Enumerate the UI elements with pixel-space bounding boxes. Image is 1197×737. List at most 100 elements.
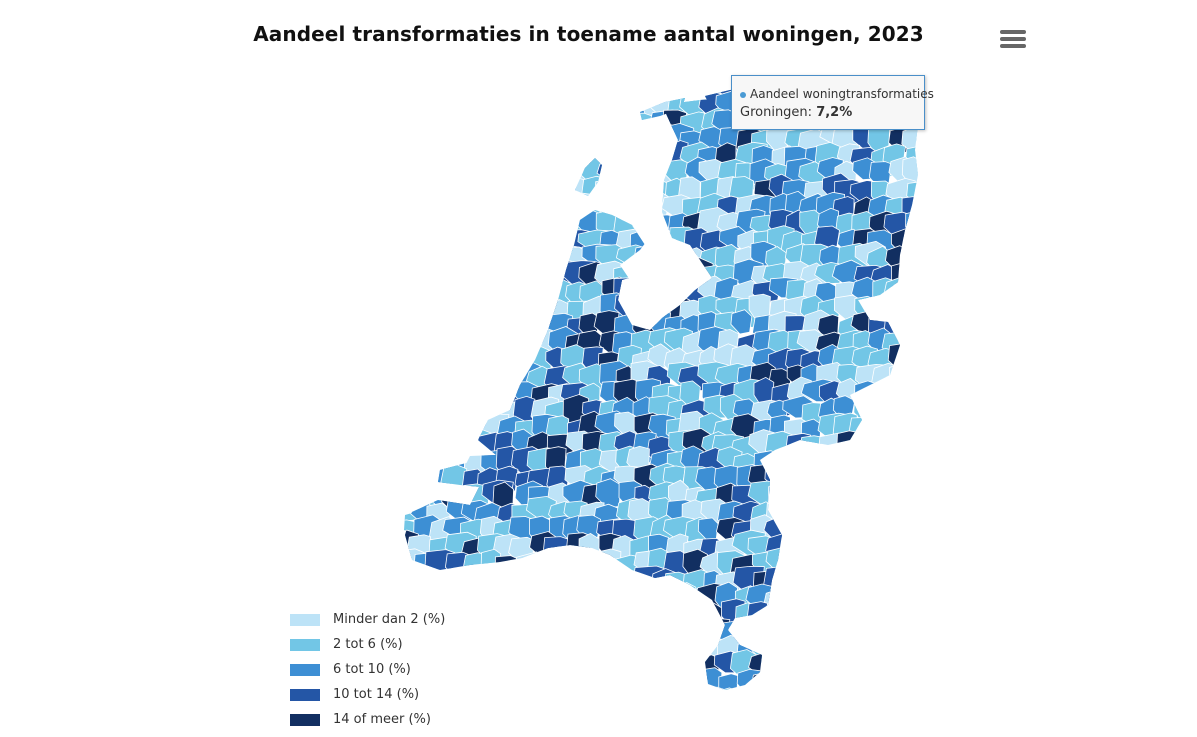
- municipality-region[interactable]: [477, 294, 510, 320]
- municipality-region[interactable]: [922, 482, 945, 505]
- municipality-region[interactable]: [577, 126, 605, 157]
- municipality-region[interactable]: [464, 207, 495, 238]
- municipality-region[interactable]: [730, 309, 753, 335]
- municipality-region[interactable]: [458, 193, 490, 219]
- municipality-region[interactable]: [855, 670, 880, 695]
- municipality-region[interactable]: [495, 346, 519, 370]
- municipality-region[interactable]: [887, 342, 918, 373]
- municipality-region[interactable]: [461, 331, 485, 358]
- municipality-region[interactable]: [408, 447, 432, 474]
- municipality-region[interactable]: [476, 331, 503, 364]
- municipality-region[interactable]: [560, 685, 589, 713]
- municipality-region[interactable]: [917, 447, 937, 480]
- municipality-region[interactable]: [768, 669, 796, 704]
- municipality-region[interactable]: [920, 197, 947, 229]
- municipality-region[interactable]: [425, 433, 457, 462]
- municipality-region[interactable]: [396, 224, 426, 248]
- municipality-region[interactable]: [480, 109, 502, 143]
- municipality-region[interactable]: [413, 262, 440, 291]
- municipality-region[interactable]: [818, 584, 843, 613]
- municipality-region[interactable]: [833, 549, 864, 579]
- municipality-region[interactable]: [494, 569, 525, 604]
- municipality-region[interactable]: [850, 602, 880, 631]
- municipality-region[interactable]: [854, 495, 880, 528]
- municipality-region[interactable]: [920, 670, 951, 693]
- municipality-region[interactable]: [441, 92, 470, 121]
- municipality-region[interactable]: [923, 141, 956, 173]
- municipality-region[interactable]: [480, 586, 504, 619]
- municipality-region[interactable]: [423, 293, 451, 321]
- municipality-region[interactable]: [594, 565, 623, 593]
- municipality-region[interactable]: [480, 673, 509, 706]
- municipality-region[interactable]: [597, 634, 627, 666]
- municipality-region[interactable]: [866, 518, 895, 546]
- municipality-region[interactable]: [596, 651, 628, 679]
- municipality-region[interactable]: [494, 555, 519, 581]
- municipality-region[interactable]: [475, 224, 504, 252]
- municipality-region[interactable]: [514, 266, 544, 297]
- municipality-region[interactable]: [513, 110, 542, 135]
- municipality-region[interactable]: [629, 619, 663, 643]
- municipality-region[interactable]: [428, 228, 460, 257]
- municipality-region[interactable]: [667, 655, 701, 681]
- municipality-region[interactable]: [526, 124, 553, 151]
- municipality-region[interactable]: [508, 295, 536, 330]
- municipality-region[interactable]: [462, 77, 484, 110]
- municipality-region[interactable]: [832, 501, 863, 531]
- municipality-region[interactable]: [390, 276, 413, 310]
- municipality-region[interactable]: [899, 600, 925, 632]
- municipality-region[interactable]: [393, 330, 417, 360]
- municipality-region[interactable]: [423, 570, 455, 598]
- municipality-region[interactable]: [562, 651, 586, 681]
- municipality-region[interactable]: [799, 606, 834, 632]
- municipality-region[interactable]: [547, 689, 570, 722]
- municipality-region[interactable]: [668, 582, 697, 608]
- municipality-region[interactable]: [528, 686, 560, 719]
- municipality-region[interactable]: [922, 244, 949, 277]
- municipality-region[interactable]: [887, 379, 920, 407]
- municipality-region[interactable]: [872, 433, 903, 462]
- municipality-region[interactable]: [736, 668, 762, 695]
- municipality-region[interactable]: [900, 297, 928, 332]
- municipality-region[interactable]: [614, 652, 645, 680]
- municipality-region[interactable]: [406, 125, 432, 151]
- municipality-region[interactable]: [901, 350, 928, 381]
- municipality-region[interactable]: [413, 315, 438, 349]
- municipality-region[interactable]: [543, 89, 569, 114]
- municipality-region[interactable]: [513, 212, 543, 238]
- municipality-region[interactable]: [444, 245, 473, 272]
- municipality-region[interactable]: [426, 74, 457, 104]
- municipality-region[interactable]: [447, 398, 478, 420]
- municipality-region[interactable]: [459, 293, 485, 323]
- municipality-region[interactable]: [446, 311, 475, 335]
- municipality-region[interactable]: [510, 565, 534, 594]
- municipality-region[interactable]: [513, 651, 535, 686]
- municipality-region[interactable]: [544, 162, 571, 193]
- municipality-region[interactable]: [532, 549, 560, 575]
- municipality-region[interactable]: [545, 616, 581, 641]
- municipality-region[interactable]: [463, 262, 494, 291]
- municipality-region[interactable]: [886, 298, 916, 332]
- municipality-region[interactable]: [581, 603, 606, 630]
- municipality-region[interactable]: [425, 207, 449, 233]
- municipality-region[interactable]: [531, 242, 555, 273]
- municipality-region[interactable]: [612, 585, 636, 612]
- municipality-region[interactable]: [921, 161, 941, 185]
- municipality-region[interactable]: [512, 310, 542, 335]
- municipality-region[interactable]: [480, 75, 506, 109]
- municipality-region[interactable]: [650, 686, 674, 716]
- municipality-region[interactable]: [613, 685, 643, 709]
- municipality-region[interactable]: [462, 93, 486, 128]
- municipality-region[interactable]: [889, 467, 913, 500]
- municipality-region[interactable]: [396, 110, 424, 140]
- municipality-region[interactable]: [496, 145, 527, 171]
- municipality-region[interactable]: [445, 107, 474, 134]
- municipality-region[interactable]: [629, 138, 659, 176]
- municipality-region[interactable]: [440, 63, 472, 87]
- municipality-region[interactable]: [614, 91, 639, 115]
- municipality-region[interactable]: [494, 189, 515, 221]
- municipality-region[interactable]: [797, 535, 827, 570]
- municipality-region[interactable]: [901, 651, 924, 676]
- municipality-region[interactable]: [411, 431, 441, 465]
